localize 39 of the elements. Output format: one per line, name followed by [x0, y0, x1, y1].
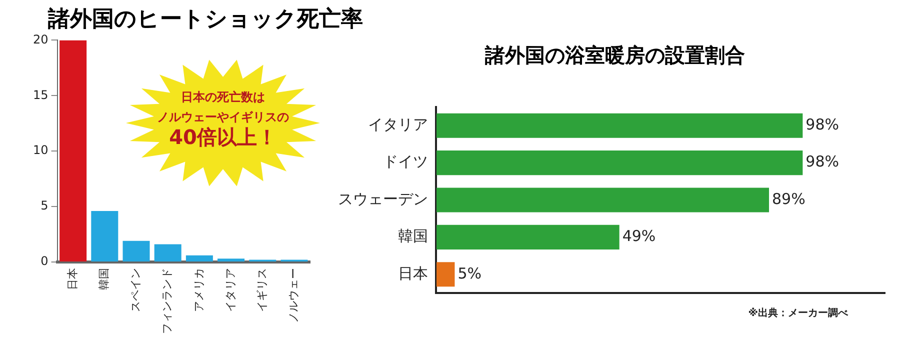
y-tick-label: スウェーデン — [338, 190, 428, 208]
y-tick-label: 15 — [32, 88, 48, 102]
y-tick-label: 0 — [40, 254, 48, 268]
x-tick-label: スペイン — [129, 268, 142, 312]
data-label: 89% — [772, 190, 806, 208]
bar — [154, 244, 182, 262]
y-tick-label: 10 — [32, 143, 48, 158]
x-tick-label: イギリス — [255, 268, 268, 312]
x-tick-label: アメリカ — [192, 268, 206, 312]
y-tick-label: 5 — [40, 198, 48, 213]
bar — [436, 188, 770, 212]
bar — [436, 262, 455, 287]
bar — [218, 258, 245, 262]
x-tick-label: 日本 — [66, 268, 79, 290]
text: ※出典：メーカー調べ — [748, 306, 848, 320]
data-label: 5% — [458, 264, 482, 282]
bar — [122, 240, 150, 262]
bar — [91, 210, 118, 262]
bar — [436, 150, 803, 176]
data-label: 98% — [806, 152, 840, 171]
data-label: 98% — [806, 115, 840, 134]
x-tick-label: イタリア — [224, 268, 237, 312]
bar — [436, 113, 803, 138]
y-tick-label: イタリア — [368, 115, 428, 134]
y-tick-label: 韓国 — [398, 227, 428, 246]
x-tick-label: ノルウェー — [287, 268, 300, 323]
annotation: ノルウェーやイギリスの — [156, 109, 290, 126]
bar — [436, 224, 620, 250]
y-tick-label: 20 — [32, 32, 48, 46]
annotation: 40倍以上！ — [168, 125, 278, 149]
y-tick-label: ドイツ — [383, 152, 428, 171]
bar — [60, 40, 87, 262]
data-label: 49% — [622, 227, 656, 246]
x-tick-label: フィンランド — [160, 268, 174, 334]
chart-title: 諸外国のヒートショック死亡率 — [48, 6, 363, 34]
bar — [186, 255, 213, 262]
x-tick-label: 韓国 — [98, 268, 111, 290]
annotation: 日本の死亡数は — [180, 89, 266, 106]
chart-title: 諸外国の浴室暖房の設置割合 — [484, 42, 746, 69]
